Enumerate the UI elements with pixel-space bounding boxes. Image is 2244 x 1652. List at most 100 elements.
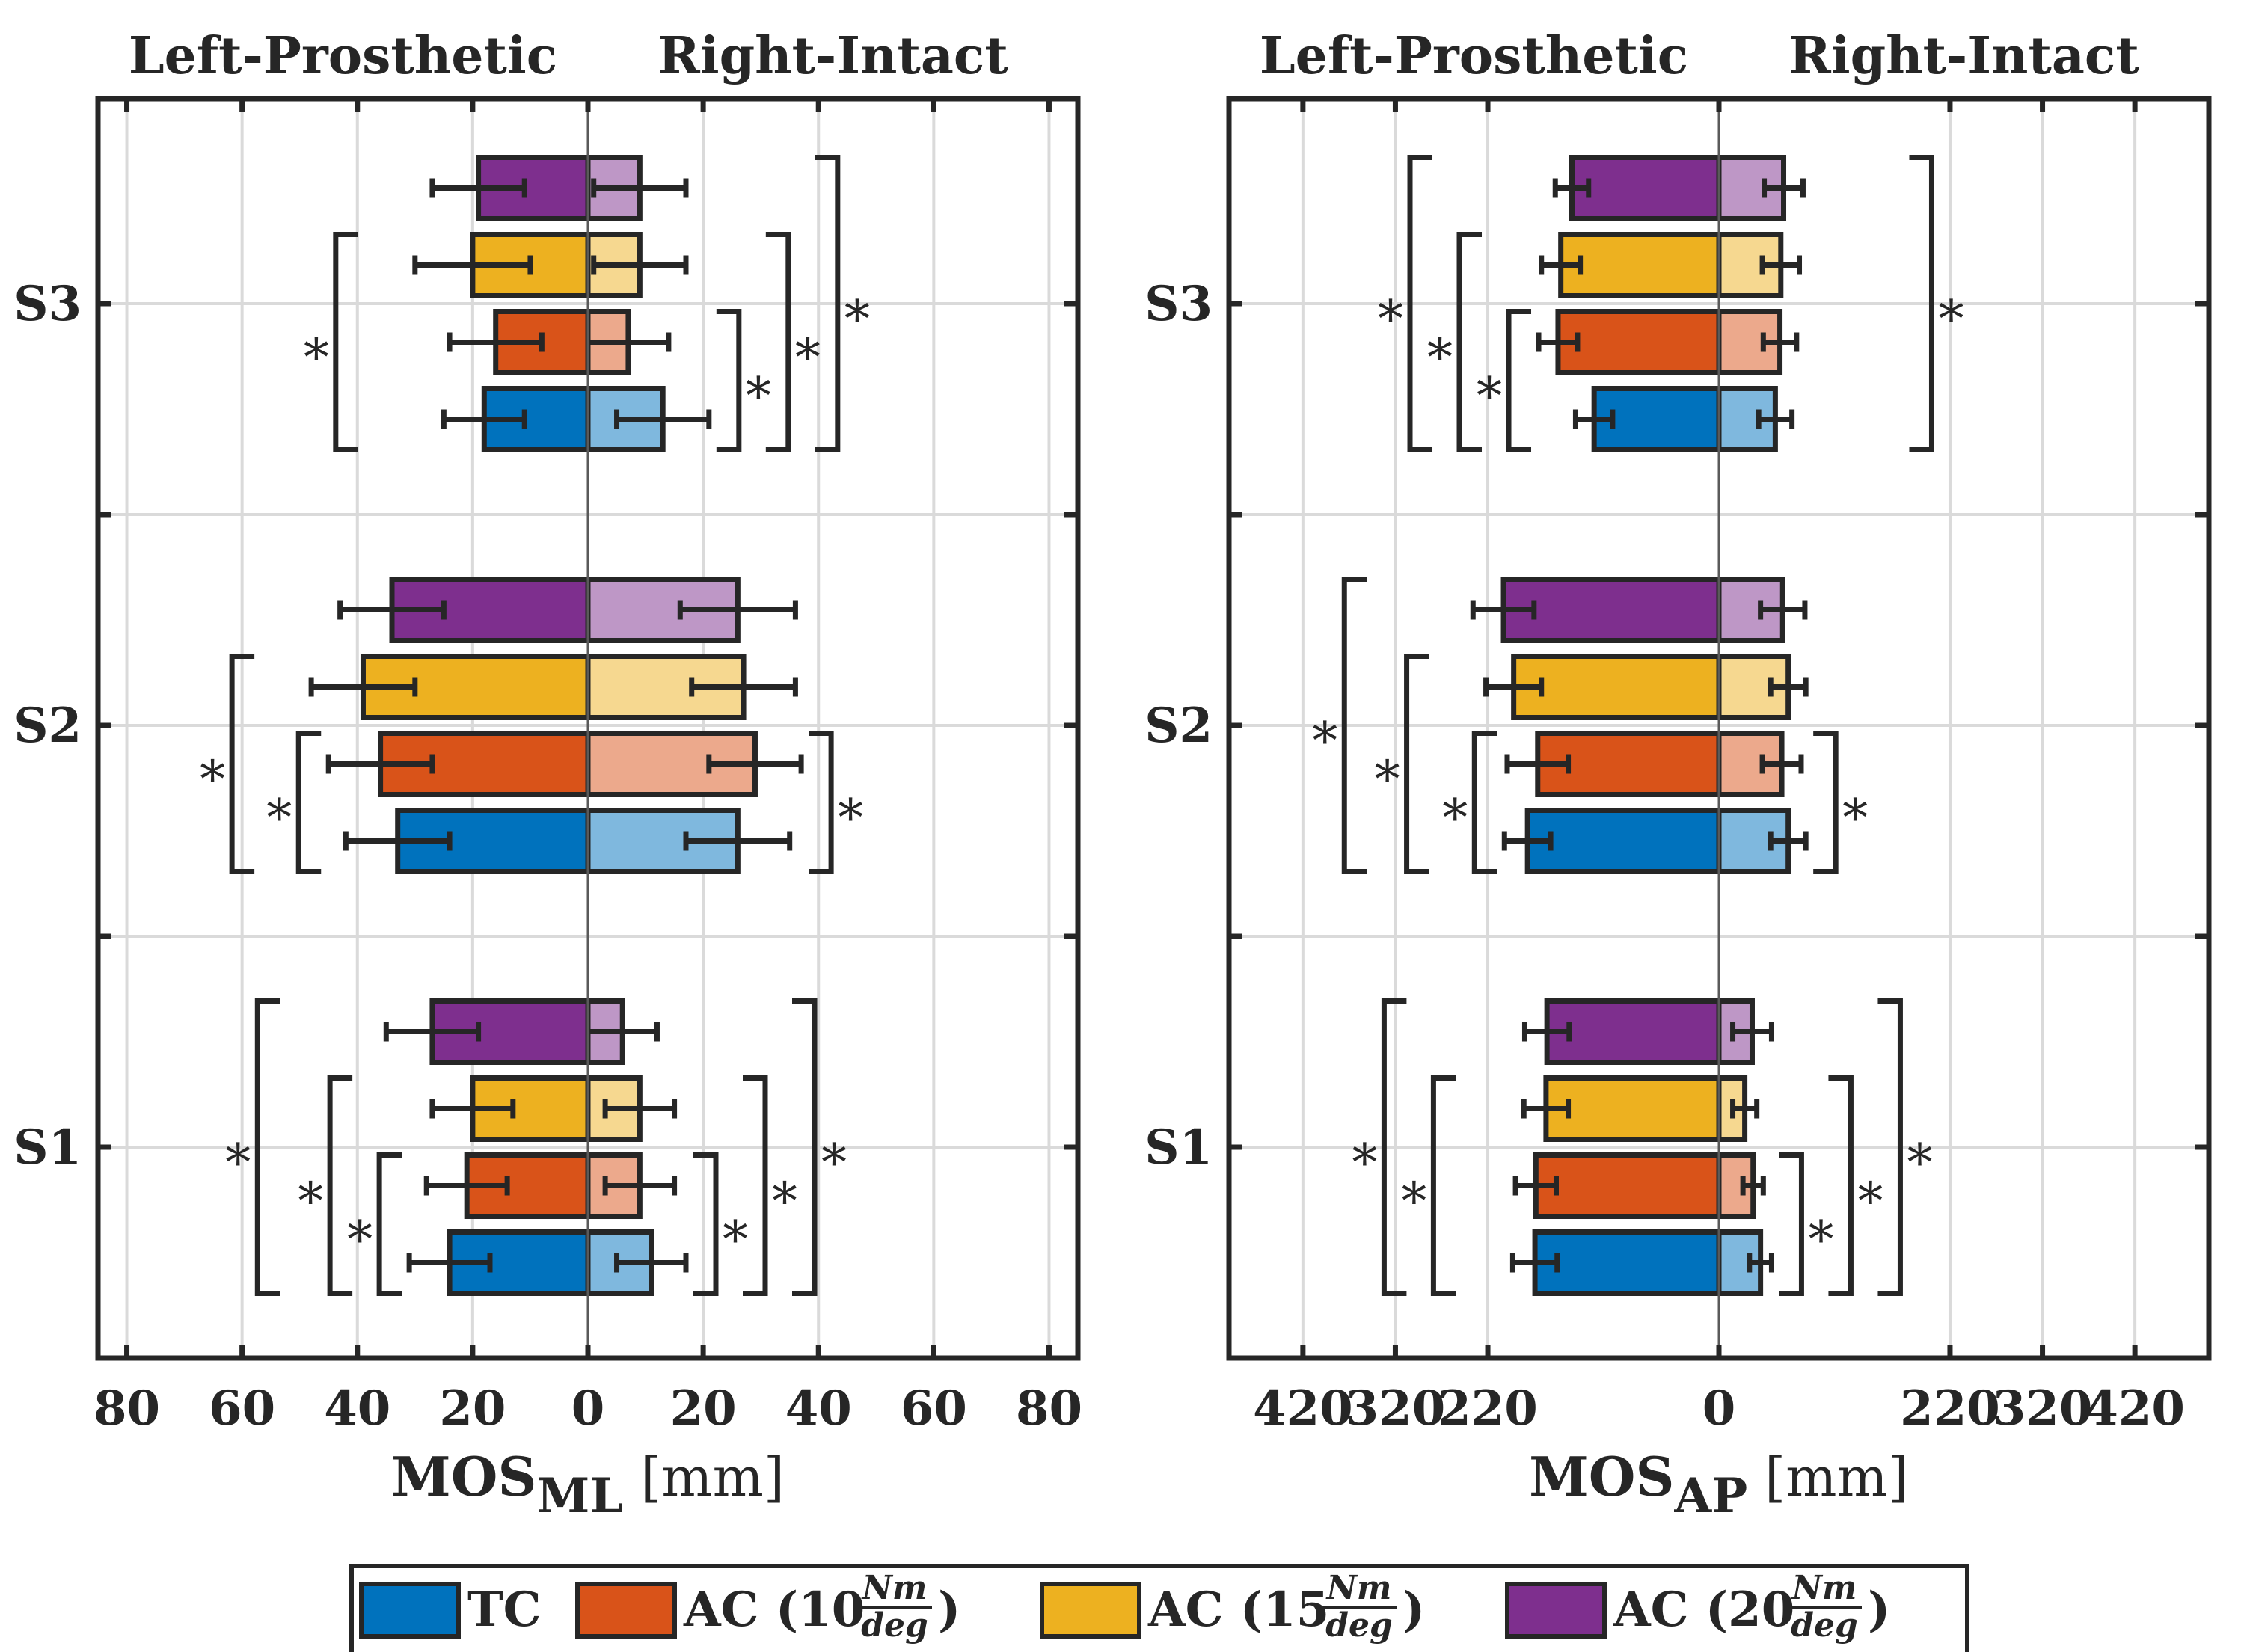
errorbar-ac10-s3-left <box>1536 332 1581 352</box>
errorbar-ac15-s2-left <box>308 677 418 697</box>
significance-star: * <box>821 1134 847 1193</box>
x-tick-label: 0 <box>571 1381 605 1437</box>
significance-bracket <box>327 1075 353 1296</box>
significance-bracket <box>1779 1152 1804 1296</box>
errorbar-tc-s3-left <box>441 409 527 429</box>
significance-bracket <box>229 654 255 874</box>
legend-swatch-ac20 <box>1505 1582 1607 1639</box>
errorbar-ac10-s2-right <box>706 754 804 774</box>
errorbar-ac20-s3-left <box>429 178 527 198</box>
bar-ac15-s2-left <box>1511 654 1722 720</box>
errorbar-ac10-s1-right <box>1740 1176 1766 1196</box>
significance-bracket <box>1828 1075 1854 1296</box>
significance-star: * <box>1907 1134 1932 1193</box>
significance-bracket <box>809 731 834 874</box>
significance-bracket <box>1456 232 1483 452</box>
x-tick-label: 40 <box>324 1381 390 1437</box>
x-axis-label-unit: [mm] <box>1747 1446 1909 1508</box>
errorbar-ac15-s1-right <box>1730 1099 1760 1119</box>
x-tick-label: 60 <box>901 1381 967 1437</box>
bar-tc-s1-left <box>1532 1229 1722 1296</box>
chart-ml: * * * * * * * * * * * * * S1 S2 S3 80 60 40 20 0 20 40 60 80 Left… <box>13 26 1082 1524</box>
significance-bracket <box>333 232 358 452</box>
legend-swatch-ac15 <box>1040 1582 1141 1639</box>
errorbar-ac10-s2-right <box>1759 754 1804 774</box>
bar-tc-s2-left <box>1524 808 1722 874</box>
significance-bracket <box>792 998 818 1296</box>
errorbar-ac15-s2-right <box>689 677 798 697</box>
significance-star: * <box>1842 789 1868 848</box>
errorbar-ac10-s1-left <box>1512 1176 1559 1196</box>
legend-close-paren: ) <box>1868 1582 1890 1638</box>
significance-star: * <box>225 1134 251 1193</box>
legend-label-ac20: AC (20 <box>1613 1582 1794 1638</box>
significance-bracket <box>693 1152 719 1296</box>
errorbar-ac20-s2-right <box>677 600 798 620</box>
legend-fraction-numerator: Nm <box>1325 1569 1392 1607</box>
errorbar-ac10-s3-right <box>1760 332 1800 352</box>
errorbar-tc-s1-left <box>1509 1253 1560 1273</box>
category-label: S3 <box>1144 276 1213 332</box>
significance-bracket <box>1381 998 1407 1296</box>
errorbar-ac20-s1-left <box>1521 1022 1572 1042</box>
errorbar-ac10-s3-left <box>447 332 545 352</box>
errorbar-tc-s1-right <box>614 1253 689 1273</box>
legend-swatch-ac10 <box>575 1582 677 1639</box>
significance-star: * <box>298 1173 323 1232</box>
legend-fraction-numerator: Nm <box>1791 1569 1857 1607</box>
significance-star: * <box>200 751 225 810</box>
significance-star: * <box>723 1211 748 1270</box>
errorbar-tc-s2-right <box>683 831 793 851</box>
x-axis-label: MOSML [mm] <box>391 1445 785 1524</box>
significance-star: * <box>795 329 821 388</box>
significance-bracket <box>1471 731 1497 874</box>
x-tick-label: 420 <box>1253 1381 1353 1437</box>
significance-star: * <box>746 367 771 426</box>
significance-bracket <box>254 998 280 1296</box>
bar-ac15-s1-left <box>1543 1075 1722 1142</box>
errorbar-tc-s2-right <box>1768 831 1809 851</box>
significance-bracket <box>295 731 322 874</box>
legend-fraction-numerator: Nm <box>861 1569 928 1607</box>
errorbar-ac15-s3-left <box>412 255 533 275</box>
legend-fraction-denominator: deg <box>1325 1606 1393 1645</box>
errorbar-ac10-s1-left <box>423 1176 510 1196</box>
significance-star: * <box>1427 329 1453 388</box>
x-axis-label-unit: [mm] <box>623 1446 785 1508</box>
errorbar-tc-s2-left <box>343 831 453 851</box>
category-label: S2 <box>13 698 82 754</box>
errorbar-ac15-s2-right <box>1768 677 1809 697</box>
errorbar-ac20-s2-right <box>1758 600 1808 620</box>
errorbar-tc-s3-left <box>1572 409 1616 429</box>
errorbar-ac15-s1-right <box>602 1099 678 1119</box>
errorbar-ac20-s2-left <box>337 600 447 620</box>
legend-label-ac10: AC (10 <box>683 1582 865 1638</box>
left-side-label: Left-Prosthetic <box>129 26 557 86</box>
x-axis-label-subscript: AP <box>1674 1468 1748 1524</box>
significance-bracket <box>1404 654 1429 874</box>
significance-star: * <box>1375 751 1400 810</box>
errorbar-ac10-s2-left <box>1504 754 1572 774</box>
errorbar-tc-s3-right <box>1756 409 1795 429</box>
legend-fraction-denominator: deg <box>861 1606 928 1645</box>
x-tick-label: 320 <box>1993 1381 2093 1437</box>
significance-star: * <box>347 1211 373 1270</box>
significance-star: * <box>1477 367 1502 426</box>
right-side-label: Right-Intact <box>1788 26 2139 86</box>
significance-star: * <box>1857 1173 1883 1232</box>
errorbar-ac20-s1-right <box>1730 1022 1774 1042</box>
x-axis-label-main: MOS <box>1529 1445 1674 1508</box>
category-label: S2 <box>1144 698 1213 754</box>
significance-bracket <box>743 1075 768 1296</box>
significance-star: * <box>1808 1211 1833 1270</box>
significance-star: * <box>1938 290 1964 349</box>
significance-bracket <box>716 309 742 452</box>
significance-bracket <box>376 1152 402 1296</box>
significance-star: * <box>1378 290 1403 349</box>
legend-fraction-denominator: deg <box>1791 1606 1858 1645</box>
category-label: S1 <box>1144 1120 1213 1176</box>
x-tick-label: 0 <box>1702 1381 1736 1437</box>
